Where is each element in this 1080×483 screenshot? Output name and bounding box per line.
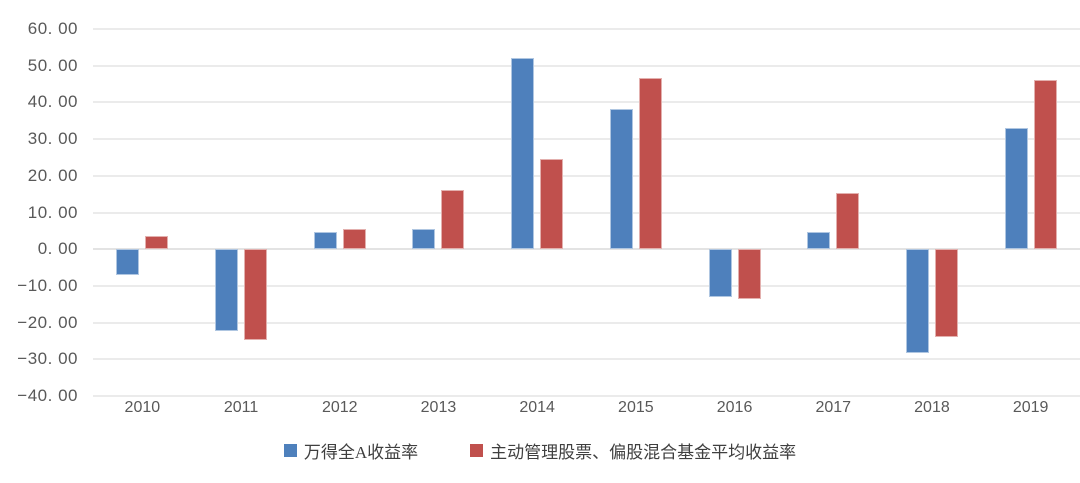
x-tick-label-2011: 2011 [223,399,259,416]
bar-series1-2018 [934,249,958,338]
bar-series1-2014 [540,159,564,250]
x-tick-label-2015: 2015 [618,399,654,416]
legend-item-active-funds: 主动管理股票、偏股混合基金平均收益率 [470,438,796,463]
y-tick-label-0: 0. 00 [37,239,78,259]
gridline-y-10 [93,211,1080,214]
bar-series0-2017 [807,231,831,250]
x-tick-label-2010: 2010 [124,399,161,416]
y-axis: 60. 00 50. 00 40. 00 30. 00 20. 00 10. 00 0. 0… [0,19,80,405]
gridline-y-60 [93,28,1080,30]
gridline-y--20 [93,321,1080,324]
y-tick-label--10: −10. 00 [17,275,78,295]
gridline-y--10 [93,284,1080,287]
y-tick-label-30: 30. 00 [27,129,78,149]
x-tick-label-2016: 2016 [716,399,753,416]
x-tick-label-2013: 2013 [420,399,457,416]
bar-series0-2010 [116,249,140,275]
y-tick-label--40: −40. 00 [17,386,78,405]
bar-series0-2019 [1004,127,1028,250]
bar-series1-2017 [836,193,860,250]
bar-series1-2012 [342,229,366,250]
x-tick-label-2012: 2012 [321,399,358,416]
x-tick-label-2014: 2014 [519,399,555,416]
bar-series0-2016 [708,249,732,298]
x-axis: 2010 2011 2012 2013 2014 2015 2016 2017 2018 2019 [93,399,1080,423]
gridline-y-30 [93,138,1080,141]
bar-series1-2019 [1033,79,1057,250]
bar-series0-2013 [412,229,436,250]
bar-series1-2013 [441,189,465,250]
gridline-y-20 [93,174,1080,177]
y-tick-label--20: −20. 00 [17,312,78,332]
x-tick-label-2018: 2018 [914,399,950,416]
plot-area [93,28,1080,397]
x-tick-label-2019: 2019 [1012,399,1049,416]
y-tick-label-60: 60. 00 [27,19,78,38]
bar-series0-2015 [609,108,633,250]
bar-series1-2011 [244,249,268,340]
gridline-y-50 [93,64,1080,67]
bar-series0-2011 [215,249,239,332]
gridline-y-0 [93,248,1080,251]
bar-series0-2014 [511,57,535,250]
y-tick-label-40: 40. 00 [27,92,78,112]
legend-label-active-funds: 主动管理股票、偏股混合基金平均收益率 [490,443,797,462]
y-tick-label-50: 50. 00 [27,55,78,75]
x-tick-label-2017: 2017 [815,399,852,416]
bar-series1-2010 [145,235,169,250]
legend: 万得全A收益率 主动管理股票、偏股混合基金平均收益率 [0,438,1080,463]
y-tick-label-20: 20. 00 [27,165,78,185]
y-tick-label-10: 10. 00 [27,202,78,222]
gridline-y--40 [93,395,1080,397]
bar-series0-2012 [313,231,337,250]
legend-item-wind-all-a: 万得全A收益率 [283,438,419,463]
y-tick-label--30: −30. 00 [17,349,78,369]
bar-series0-2018 [905,249,929,353]
legend-marker-blue-square-icon [283,444,297,457]
legend-marker-red-square-icon [470,444,484,457]
bar-series1-2015 [638,77,662,250]
legend-label-wind-all-a: 万得全A收益率 [303,443,419,462]
gridline-y-40 [93,101,1080,104]
gridline-y--30 [93,358,1080,361]
bar-series1-2016 [737,249,761,300]
